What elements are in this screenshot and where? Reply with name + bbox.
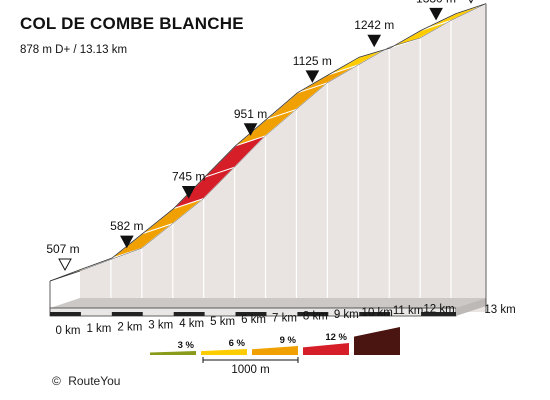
ribbon-end-edge	[455, 3, 487, 15]
elevation-label: 951 m	[234, 107, 267, 121]
base-top	[50, 298, 486, 308]
distance-scale-bar	[421, 312, 456, 316]
legend-label: 12 %	[325, 332, 347, 343]
distance-scale-bar	[235, 312, 267, 316]
profile-walls	[80, 3, 487, 313]
distance-tick-label: 2 km	[117, 321, 142, 333]
distance-tick-label: 12 km	[423, 303, 454, 315]
distance-tick-label: 5 km	[210, 316, 235, 328]
legend-label: 6 %	[229, 338, 246, 349]
distance-scale-bar	[50, 312, 81, 316]
distance-tick-label: 6 km	[241, 314, 266, 326]
legend-swatch	[303, 343, 349, 355]
legend-scale-label: 1000 m	[231, 364, 269, 376]
elevation-label: 1330 m	[416, 0, 456, 5]
ribbon-start-edge	[49, 270, 81, 282]
legend-swatch	[150, 351, 196, 355]
distance-tick-label: 10 km	[362, 307, 393, 319]
elevation-marker	[120, 235, 134, 249]
legend-swatch	[201, 349, 247, 355]
elevation-marker	[305, 70, 320, 83]
elevation-marker	[58, 258, 72, 272]
profile-base	[49, 3, 487, 317]
elevation-marker	[181, 186, 196, 199]
ribbon-back-outline	[79, 3, 487, 272]
elevation-marker	[243, 123, 258, 136]
distance-tick-label: 9 km	[334, 309, 359, 321]
distance-scale-bar	[173, 312, 205, 316]
elevation-label: 1125 m	[293, 54, 332, 68]
copyright-icon: ©	[52, 374, 61, 388]
legend-swatch	[252, 346, 298, 355]
distance-tick-label: 11 km	[393, 305, 423, 317]
distance-tick-label: 8 km	[303, 311, 328, 323]
elevation-label: 745 m	[172, 170, 205, 184]
distance-scale-bar	[111, 312, 143, 316]
elevation-marker	[429, 7, 443, 21]
elevation-marker	[468, 0, 474, 4]
distance-scale-bar	[359, 312, 391, 316]
distance-tick-label: 4 km	[179, 318, 204, 330]
elevation-label: 507 m	[46, 242, 79, 256]
legend-label: 3 %	[178, 340, 195, 351]
distance-tick-label: 1 km	[86, 323, 111, 335]
elevation-marker	[367, 34, 382, 48]
chart-subtitle: 878 m D+ / 13.13 km	[20, 44, 128, 56]
distance-tick-label: 3 km	[148, 320, 173, 332]
chart-title: COL DE COMBE BLANCHE	[20, 14, 244, 33]
distance-ticks: 0 km 1 km 2 km 3 km 4 km 5 km 6 km 7 km 8 km 9 km…	[56, 303, 516, 337]
legend-label: 9 %	[280, 335, 297, 346]
distance-tick-label: 13 km	[484, 304, 515, 316]
distance-tick-label: 7 km	[272, 312, 297, 324]
back-wall	[80, 3, 486, 313]
distance-tick-label: 0 km	[56, 325, 81, 337]
gradient-legend: 3 % 6 % 9 % 12 % 1000 m	[150, 327, 400, 376]
credit-line: © RouteYou	[52, 374, 120, 388]
legend-swatch	[354, 327, 400, 355]
profile-ribbon	[49, 3, 487, 282]
credit-text: RouteYou	[68, 374, 121, 388]
base-side	[456, 298, 486, 316]
elevation-label: 582 m	[110, 219, 143, 233]
elevation-label: 1242 m	[354, 18, 394, 32]
distance-scale-bar	[297, 312, 329, 316]
